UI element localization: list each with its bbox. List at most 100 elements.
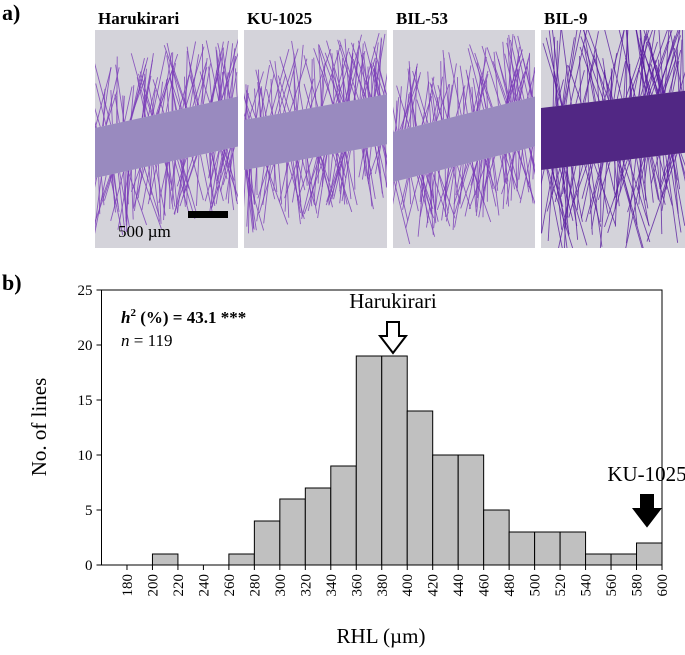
root-hair (147, 164, 158, 205)
root-hair (452, 166, 461, 205)
photo (244, 30, 387, 248)
root-hair (362, 148, 366, 177)
root-hair (255, 88, 262, 118)
root-hair (616, 61, 626, 99)
root-hair (511, 46, 520, 103)
root-hair (305, 158, 308, 186)
root-hair (528, 147, 535, 176)
y-tick-label: 15 (78, 393, 93, 409)
root-hair (426, 173, 439, 222)
root-hair (393, 181, 411, 245)
root-hair (353, 150, 356, 190)
root-hair (335, 153, 348, 205)
bar (432, 454, 459, 566)
root-hair (222, 48, 230, 99)
root-hair (202, 63, 211, 105)
root-hair (152, 165, 160, 222)
root-hair (95, 121, 97, 128)
root-hair (475, 160, 478, 208)
root-hair (303, 83, 312, 109)
root-hair (509, 69, 515, 102)
x-tick-label: 300 (273, 574, 289, 597)
root-hair (430, 84, 437, 122)
root-hair (469, 44, 492, 108)
root-hair (460, 160, 478, 209)
root-hair (133, 166, 146, 207)
root-hair (216, 149, 224, 182)
root-hair (529, 147, 535, 169)
root-hair (124, 86, 133, 122)
root-hair (597, 161, 611, 200)
y-tick-label: 0 (85, 558, 93, 574)
root-hair (433, 170, 440, 229)
root-hair (220, 52, 238, 101)
root-hair (412, 70, 429, 124)
root-hair (492, 61, 509, 104)
root-hair (301, 159, 315, 206)
root-hair (306, 158, 313, 207)
photo-label: BIL-53 (396, 9, 448, 28)
root-hair (591, 162, 604, 229)
root-hair (582, 30, 610, 101)
root (244, 94, 387, 170)
root-hair (454, 162, 470, 215)
root-hair (231, 48, 236, 98)
root-hair (165, 63, 177, 113)
root-hair (676, 49, 680, 92)
x-tick-label: 420 (426, 574, 442, 597)
root-hair (199, 71, 211, 103)
root-hair (166, 42, 182, 110)
root-hair (422, 81, 430, 125)
root-hair (215, 149, 226, 205)
x-tick-label: 320 (298, 574, 314, 597)
root-hair (501, 154, 505, 183)
bar (636, 542, 663, 566)
root-hair (111, 174, 116, 213)
annotation: Harukirari (349, 289, 437, 313)
root-hair (400, 178, 408, 205)
root-hair (131, 167, 141, 192)
root-hair (643, 30, 664, 94)
photo (393, 30, 535, 248)
root-hair (318, 44, 322, 107)
root-hair (205, 153, 216, 207)
root-hair (482, 159, 485, 218)
root-hair (152, 50, 167, 116)
root-hair (452, 166, 457, 231)
root-hair (508, 152, 515, 190)
root-hair (658, 155, 673, 206)
root-hair (244, 92, 250, 120)
root-hair (682, 30, 684, 91)
root-hair (130, 169, 134, 220)
root-hair (372, 62, 385, 95)
root-hair (182, 155, 198, 199)
root-hair (407, 72, 421, 129)
root-hair (330, 153, 339, 188)
root-hair (661, 154, 672, 211)
root-hair (665, 154, 679, 243)
root-hair (650, 156, 660, 202)
root-hair (564, 166, 568, 248)
root-hair (588, 164, 593, 235)
root-hair (266, 89, 274, 115)
bar (253, 520, 281, 566)
root-hair (259, 65, 270, 118)
root-hair (607, 161, 617, 198)
x-tick-label: 220 (171, 574, 187, 597)
root-hair (366, 147, 373, 207)
root-hair (191, 156, 204, 201)
root-hair (678, 153, 685, 177)
x-tick-label: 200 (145, 574, 161, 597)
root-hair (141, 165, 151, 211)
bar (330, 465, 357, 566)
root-hair (425, 171, 436, 228)
root-hair (614, 160, 619, 227)
root-hair (200, 58, 208, 105)
root-hair (248, 71, 264, 120)
root-hair (575, 70, 585, 104)
x-axis-title: RHL (µm) (337, 624, 426, 648)
root-hair (659, 155, 663, 235)
root-hair (435, 76, 443, 122)
root-hair (301, 156, 318, 219)
root-hair (409, 92, 418, 127)
